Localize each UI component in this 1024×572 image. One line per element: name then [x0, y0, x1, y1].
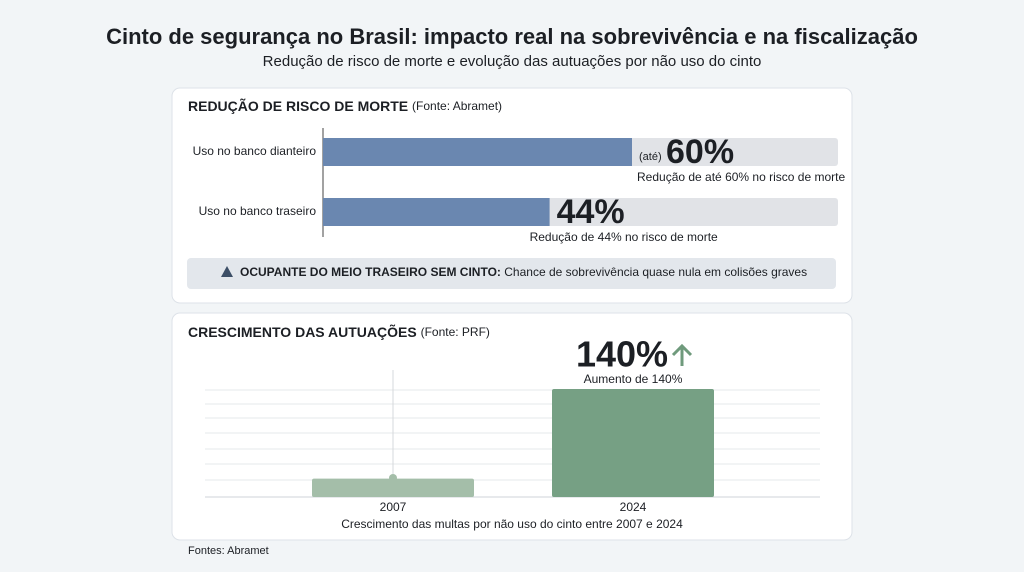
bar — [312, 478, 474, 497]
guides — [205, 370, 820, 498]
up-arrow — [671, 343, 693, 366]
bar — [323, 198, 550, 226]
value-prefix: (até) — [639, 151, 662, 163]
panel-title-main: CRESCIMENTO DAS AUTUAÇÕES — [188, 323, 417, 340]
value-label: 60% — [666, 133, 734, 171]
x-tick-label: 2024 — [620, 500, 647, 514]
bar — [323, 138, 632, 166]
category-label: Uso no banco dianteiro — [193, 144, 317, 158]
panel-source: (Fonte: Abramet) — [412, 99, 502, 113]
value-note: Redução de até 60% no risco de morte — [637, 170, 845, 184]
category-label: Uso no banco traseiro — [199, 204, 317, 218]
headline: 140% — [576, 334, 668, 375]
pointer-dot — [389, 474, 397, 482]
bar — [552, 389, 714, 497]
value-label: 44% — [557, 193, 625, 231]
footer: Fontes: Abramet — [188, 545, 269, 557]
subtitle: Redução de risco de morte e evolução das… — [263, 53, 762, 70]
panel-title-main: REDUÇÃO DE RISCO DE MORTE — [188, 97, 408, 114]
warning-label: OCUPANTE DO MEIO TRASEIRO SEM CINTO: — [240, 265, 501, 279]
warning-icon — [221, 266, 233, 277]
value-note: Redução de 44% no risco de morte — [530, 230, 718, 244]
panel-source: (Fonte: PRF) — [421, 325, 490, 339]
caption: Crescimento das multas por não uso do ci… — [341, 517, 683, 531]
panel-title: REDUÇÃO DE RISCO DE MORTE (Fonte: Abrame… — [188, 97, 502, 114]
headline-note: Aumento de 140% — [584, 372, 683, 386]
warning-box — [187, 258, 836, 289]
warning-text: Chance de sobrevivência quase nula em co… — [504, 265, 807, 279]
x-tick-label: 2007 — [380, 500, 407, 514]
title: Cinto de segurança no Brasil: impacto re… — [106, 24, 918, 49]
warning: OCUPANTE DO MEIO TRASEIRO SEM CINTO: Cha… — [240, 265, 807, 279]
panel — [171, 312, 853, 541]
panel-title: CRESCIMENTO DAS AUTUAÇÕES (Fonte: PRF) — [188, 323, 490, 340]
